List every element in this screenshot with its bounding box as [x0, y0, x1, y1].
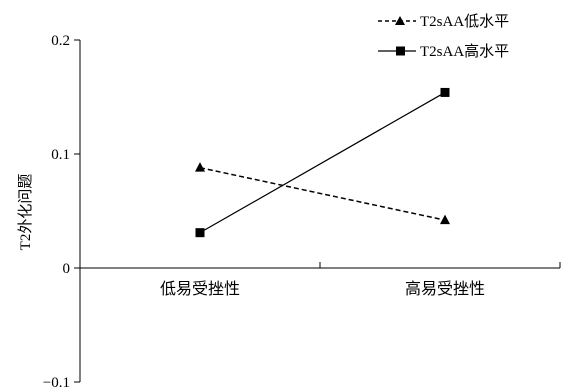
- x-ticks: 低易受挫性 高易受挫性: [79, 262, 561, 298]
- x-category-label: 低易受挫性: [160, 280, 240, 298]
- legend-item-low: T2sAA低水平: [378, 13, 509, 30]
- y-ticks: −0.1 0 0.1 0.2: [43, 33, 80, 391]
- series-line-1: [199, 91, 446, 234]
- triangle-point: [440, 214, 450, 225]
- y-tick-label: 0.2: [51, 33, 70, 49]
- series-line-0: [199, 166, 446, 221]
- legend: T2sAA低水平 T2sAA高水平: [378, 13, 509, 60]
- triangle-point: [195, 162, 205, 172]
- triangle-marker-icon: [395, 16, 405, 25]
- y-tick-label: 0: [63, 261, 71, 277]
- legend-label-low: T2sAA低水平: [420, 13, 509, 30]
- y-tick-label: −0.1: [43, 375, 70, 391]
- y-axis-label: T2外化问题: [17, 174, 34, 251]
- square-point: [195, 228, 205, 238]
- legend-item-high: T2sAA高水平: [378, 43, 509, 60]
- legend-label-high: T2sAA高水平: [420, 43, 509, 60]
- square-point: [440, 87, 450, 97]
- x-category-label: 高易受挫性: [405, 280, 485, 298]
- square-marker-icon: [396, 46, 405, 56]
- y-tick-label: 0.1: [51, 147, 70, 163]
- series-group: [195, 87, 450, 238]
